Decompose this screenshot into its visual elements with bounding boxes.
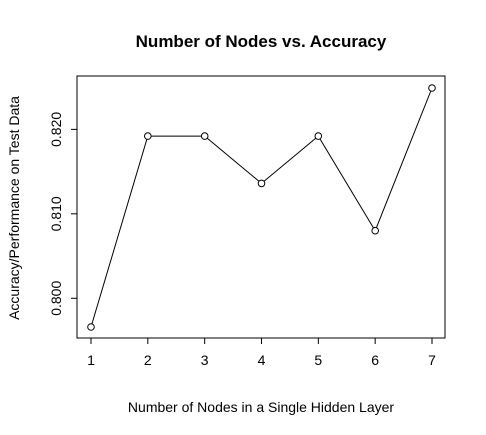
x-axis: 1 2 3 4 5 6 7 bbox=[87, 338, 436, 368]
chart-title: Number of Nodes vs. Accuracy bbox=[136, 32, 387, 51]
data-point bbox=[144, 132, 152, 140]
data-series bbox=[87, 84, 436, 331]
x-tick-label: 7 bbox=[428, 352, 436, 368]
data-point bbox=[371, 226, 380, 235]
data-point bbox=[200, 132, 209, 140]
x-axis-label: Number of Nodes in a Single Hidden Layer bbox=[128, 399, 394, 415]
y-tick-label: 0.800 bbox=[48, 281, 64, 316]
data-point bbox=[428, 84, 436, 92]
y-tick-label: 0.820 bbox=[48, 112, 64, 147]
x-tick-label: 5 bbox=[314, 352, 322, 368]
x-tick-label: 4 bbox=[258, 352, 266, 368]
y-axis-label: Accuracy/Performance on Test Data bbox=[6, 96, 22, 320]
x-tick-label: 2 bbox=[144, 352, 152, 368]
x-tick-label: 1 bbox=[87, 352, 95, 368]
data-point bbox=[257, 179, 266, 188]
data-point bbox=[314, 132, 323, 140]
y-axis: 0.800 0.810 0.820 bbox=[48, 112, 77, 316]
plot-frame bbox=[76, 75, 446, 339]
y-tick-label: 0.810 bbox=[48, 196, 64, 231]
data-point bbox=[87, 323, 95, 331]
series-line bbox=[90, 87, 433, 328]
x-tick-label: 6 bbox=[371, 352, 379, 368]
x-tick-label: 3 bbox=[201, 352, 209, 368]
